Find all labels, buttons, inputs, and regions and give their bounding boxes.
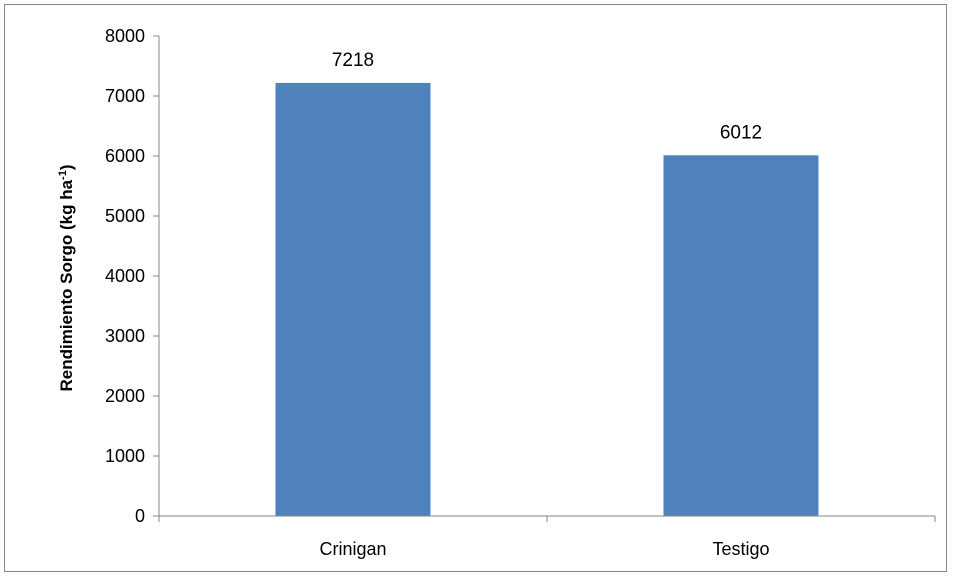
bar-testigo [663,155,819,516]
y-tick-label: 5000 [105,206,145,226]
y-tick-label: 2000 [105,386,145,406]
bars-group [275,82,819,517]
x-category-label: Testigo [712,539,769,559]
data-label: 7218 [332,50,374,71]
y-tick-label: 8000 [105,26,145,46]
axes-group [153,35,936,522]
y-axis-title: Rendimiento Sorgo (kg ha-1) [57,164,76,391]
y-tick-label: 6000 [105,146,145,166]
y-tick-label: 4000 [105,266,145,286]
y-tick-label: 3000 [105,326,145,346]
x-category-label: Crinigan [319,539,386,559]
labels-group: 0 1000 2000 3000 4000 5000 6000 7000 8000 7218 Cri… [105,26,770,559]
y-tick-label: 1000 [105,446,145,466]
bar-crinigan [275,82,431,517]
y-tick-label: 0 [135,506,145,526]
data-label: 6012 [720,122,762,143]
y-tick-label: 7000 [105,86,145,106]
